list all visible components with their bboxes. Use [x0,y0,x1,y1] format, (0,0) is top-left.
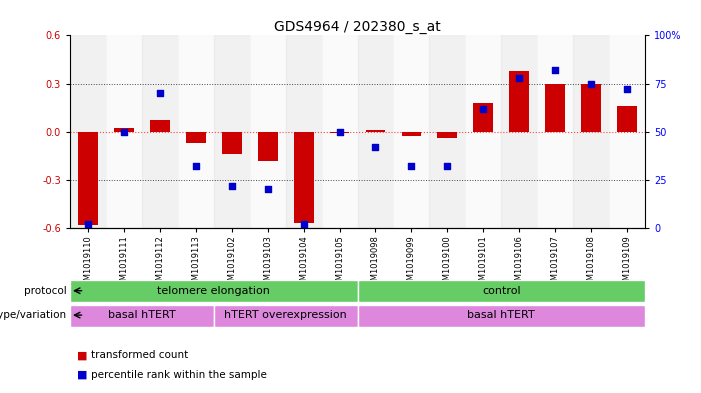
Bar [250,35,286,228]
Bar [510,71,529,132]
Text: basal hTERT: basal hTERT [468,310,535,320]
Text: protocol: protocol [24,286,67,296]
Bar [437,132,457,138]
Bar [186,132,205,143]
Bar [545,83,565,132]
Point [370,144,381,150]
Text: hTERT overexpression: hTERT overexpression [224,310,347,320]
Bar [329,132,349,133]
Bar [465,35,501,228]
Bar [473,103,493,132]
Text: basal hTERT: basal hTERT [108,310,176,320]
Text: genotype/variation: genotype/variation [0,310,67,320]
Text: telomere elongation: telomere elongation [157,286,271,296]
Bar [214,35,250,228]
Bar [70,280,358,302]
Point [334,129,345,135]
Point [550,67,561,73]
Text: transformed count: transformed count [91,350,189,360]
Point [262,186,273,193]
Point [477,105,489,112]
Bar [581,83,601,132]
Point [118,129,130,135]
Point [190,163,201,169]
Bar [358,35,393,228]
Bar [573,35,609,228]
Bar [178,35,214,228]
Bar [402,132,421,136]
Bar [150,120,170,132]
Bar [106,35,142,228]
Bar [366,130,386,132]
Point [226,182,238,189]
Bar [322,35,358,228]
Bar [114,129,134,132]
Bar [501,35,537,228]
Point [621,86,632,92]
Bar [142,35,178,228]
Bar [609,35,645,228]
Bar [79,132,98,225]
Bar [258,132,278,160]
Point [442,163,453,169]
Bar [358,280,645,302]
Title: GDS4964 / 202380_s_at: GDS4964 / 202380_s_at [274,20,441,34]
Bar [617,106,637,132]
Point [154,90,165,96]
Text: percentile rank within the sample: percentile rank within the sample [91,370,267,380]
Point [298,221,309,227]
Point [585,80,597,86]
Bar [537,35,573,228]
Bar [214,305,358,327]
Bar [70,305,214,327]
Point [514,75,525,81]
Text: ■: ■ [77,370,88,380]
Bar [286,35,322,228]
Bar [393,35,429,228]
Point [406,163,417,169]
Text: ■: ■ [77,350,88,360]
Text: control: control [482,286,521,296]
Bar [70,35,106,228]
Bar [222,132,242,154]
Point [83,221,94,227]
Bar [294,132,313,223]
Bar [430,35,465,228]
Bar [358,305,645,327]
